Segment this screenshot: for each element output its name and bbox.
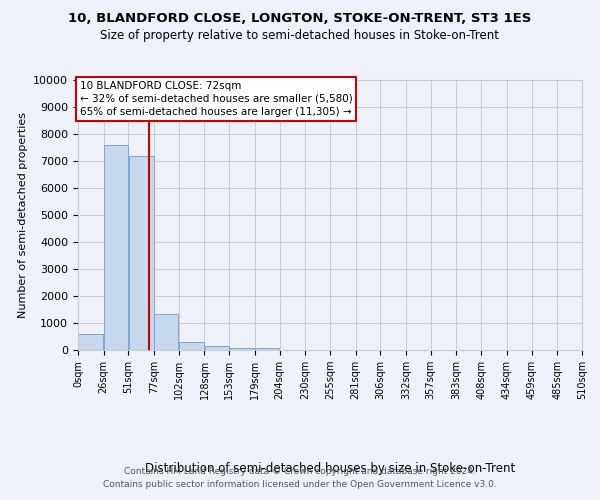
Text: Size of property relative to semi-detached houses in Stoke-on-Trent: Size of property relative to semi-detach…	[101, 29, 499, 42]
Text: 10 BLANDFORD CLOSE: 72sqm
← 32% of semi-detached houses are smaller (5,580)
65% : 10 BLANDFORD CLOSE: 72sqm ← 32% of semi-…	[80, 80, 353, 117]
Text: Contains public sector information licensed under the Open Government Licence v3: Contains public sector information licen…	[103, 480, 497, 489]
Text: 10, BLANDFORD CLOSE, LONGTON, STOKE-ON-TRENT, ST3 1ES: 10, BLANDFORD CLOSE, LONGTON, STOKE-ON-T…	[68, 12, 532, 26]
X-axis label: Distribution of semi-detached houses by size in Stoke-on-Trent: Distribution of semi-detached houses by …	[145, 462, 515, 474]
Bar	[104, 145, 128, 350]
Bar	[205, 346, 229, 350]
Bar	[154, 314, 178, 350]
Bar	[79, 334, 103, 350]
Bar	[129, 156, 154, 350]
Text: Contains HM Land Registry data © Crown copyright and database right 2024.: Contains HM Land Registry data © Crown c…	[124, 467, 476, 476]
Bar	[179, 342, 204, 350]
Y-axis label: Number of semi-detached properties: Number of semi-detached properties	[18, 112, 28, 318]
Bar	[255, 348, 279, 350]
Bar	[230, 348, 254, 350]
